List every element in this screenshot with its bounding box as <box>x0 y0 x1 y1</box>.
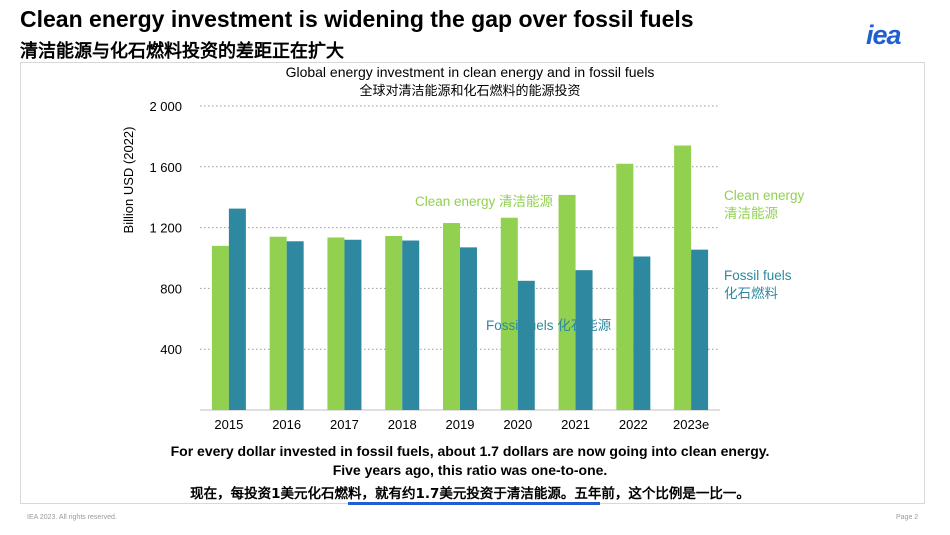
y-tick-label: 1 200 <box>149 221 182 236</box>
bars <box>211 145 709 410</box>
legend-label-zh: 清洁能源 <box>724 206 778 222</box>
legend-label-en: Fossil fuels <box>724 268 792 283</box>
fossil-fuels-bar <box>286 241 304 410</box>
x-tick-label: 2022 <box>619 417 648 432</box>
x-tick-label: 2018 <box>388 417 417 432</box>
clean-energy-bar <box>269 236 287 410</box>
y-tick-label: 1 600 <box>149 160 182 175</box>
fossil-fuels-bar <box>691 249 709 410</box>
fossil-fuels-bar <box>633 256 651 410</box>
fossil-fuels-bar <box>228 208 246 410</box>
slide-title: Clean energy investment is widening the … <box>20 6 694 32</box>
x-tick-label: 2020 <box>503 417 532 432</box>
legend-label-zh: 化石燃料 <box>724 285 778 302</box>
copyright-text: IEA 2023. All rights reserved. <box>27 514 117 521</box>
labels: 400 800 1 200 1 600 2 000 Billion USD (2022) 2… <box>121 99 805 432</box>
chart-title: Global energy investment in clean energy… <box>285 64 655 80</box>
fossil-fuels-bar <box>344 239 362 410</box>
caption-line-1: For every dollar invested in fossil fuel… <box>170 443 770 459</box>
caption-underline <box>348 502 600 505</box>
clean-energy-annotation: Clean energy 清洁能源 <box>415 194 554 209</box>
chart-title-zh: 全球对清洁能源和化石燃料的能源投资 <box>359 84 581 99</box>
x-tick-label: 2015 <box>214 417 243 432</box>
fossil-fuels-bar <box>517 280 535 410</box>
iea-logo: iea <box>866 20 902 50</box>
y-tick-label: 800 <box>160 281 182 296</box>
clean-energy-bar <box>211 245 229 410</box>
clean-energy-bar <box>558 194 576 410</box>
x-tick-label: 2017 <box>330 417 359 432</box>
page-number: Page 2 <box>896 514 919 521</box>
fossil-fuels-bar <box>460 247 477 410</box>
y-axis-label: Billion USD (2022) <box>121 127 136 234</box>
x-tick-label: 2023e <box>673 417 709 432</box>
x-tick-label: 2021 <box>561 417 590 432</box>
fossil-fuels-bar <box>402 240 420 410</box>
clean-energy-bar <box>500 217 518 410</box>
x-tick-label: 2016 <box>272 417 301 432</box>
clean-energy-bar <box>385 235 403 410</box>
legend-label-en: Clean energy <box>724 188 805 203</box>
y-tick-label: 400 <box>160 342 182 357</box>
x-tick-label: 2019 <box>446 417 475 432</box>
clean-energy-bar <box>616 163 634 410</box>
clean-energy-bar <box>443 223 460 410</box>
fossil-fuels-annotation: Fossil fuels 化石能源 <box>486 318 612 333</box>
slide-subtitle: 清洁能源与化石燃料投资的差距正在扩大 <box>20 41 344 62</box>
fossil-fuels-bar <box>575 270 593 410</box>
y-tick-label: 2 000 <box>149 99 182 114</box>
clean-energy-bar <box>674 145 692 410</box>
caption-line-2: Five years ago, this ratio was one-to-on… <box>332 462 608 478</box>
caption-line-3: 现在，每投资1美元化石燃料，就有约1.7美元投资于清洁能源。五年前，这个比例是一… <box>190 486 750 502</box>
clean-energy-bar <box>327 237 345 410</box>
